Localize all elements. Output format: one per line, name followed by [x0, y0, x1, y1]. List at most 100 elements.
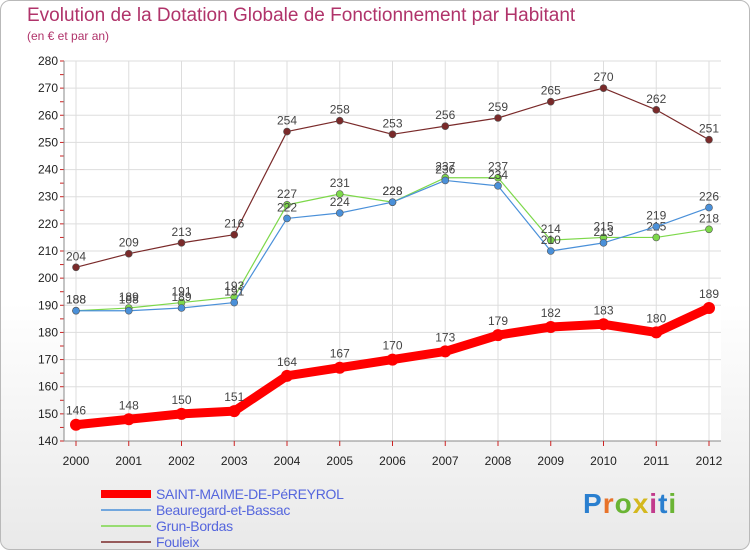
data-point [599, 84, 608, 92]
y-tick-label: 140 [38, 434, 58, 448]
y-tick-label: 210 [38, 244, 58, 258]
y-tick-label: 200 [38, 271, 58, 285]
data-label: 148 [119, 398, 139, 412]
data-point [283, 214, 291, 223]
data-point [650, 326, 663, 339]
data-label: 173 [435, 330, 455, 344]
y-tick-label: 230 [38, 190, 58, 204]
data-label: 188 [66, 293, 86, 307]
data-point [335, 190, 344, 198]
data-label: 224 [330, 195, 350, 209]
data-point [544, 321, 557, 333]
data-label: 216 [224, 217, 244, 231]
logo-letter: i [649, 488, 659, 519]
logo-letter: i [668, 488, 678, 519]
data-point [705, 135, 713, 144]
data-label: 146 [66, 404, 86, 418]
data-label: 151 [224, 390, 244, 404]
data-point [492, 329, 504, 342]
data-label: 227 [277, 187, 297, 201]
data-label: 191 [171, 285, 191, 299]
y-tick-label: 280 [38, 54, 58, 68]
logo-letter: o [614, 488, 633, 519]
data-label: 219 [646, 209, 666, 223]
data-point [230, 230, 239, 239]
data-label: 228 [382, 184, 402, 198]
data-label: 189 [699, 287, 719, 301]
x-tick-label: 2003 [221, 454, 248, 468]
data-label: 254 [277, 114, 297, 128]
chart-subtitle: (en € et par an) [27, 29, 110, 43]
y-tick-label: 190 [38, 298, 58, 312]
data-point [281, 369, 293, 382]
data-point [333, 361, 346, 374]
data-label: 179 [488, 314, 508, 328]
data-point [388, 198, 397, 206]
data-point [439, 345, 452, 358]
x-tick-label: 2000 [63, 454, 90, 468]
data-point [70, 418, 82, 431]
data-point [546, 97, 555, 106]
data-point [72, 263, 80, 272]
data-point [122, 413, 135, 426]
x-tick-label: 2008 [485, 454, 512, 468]
data-label: 265 [541, 84, 561, 98]
data-point [441, 122, 450, 130]
data-label: 270 [593, 70, 613, 84]
data-label: 214 [541, 222, 561, 236]
data-point [386, 353, 399, 366]
x-tick-label: 2007 [432, 454, 459, 468]
x-tick-label: 2011 [643, 454, 669, 468]
legend-label: Fouleix [156, 534, 199, 549]
data-point [175, 407, 188, 420]
data-point [705, 203, 713, 212]
legend-label: SAINT-MAIME-DE-PéREYROL [156, 486, 344, 502]
data-point [441, 176, 450, 185]
logo-letter: t [658, 488, 669, 519]
data-label: 256 [435, 108, 455, 122]
data-point [494, 182, 502, 190]
data-point [72, 306, 80, 315]
y-tick-label: 240 [38, 163, 58, 177]
data-label: 226 [699, 190, 719, 204]
y-tick-label: 180 [38, 325, 58, 339]
data-point [705, 225, 713, 234]
logo-letter: x [632, 488, 650, 519]
logo-letter: P [583, 488, 603, 519]
data-point [124, 306, 133, 315]
data-label: 213 [171, 225, 191, 239]
data-label: 170 [382, 339, 402, 353]
data-point [177, 239, 186, 247]
x-tick-label: 2002 [168, 454, 195, 468]
data-point [652, 233, 661, 242]
data-point [177, 304, 186, 312]
data-label: 209 [119, 236, 139, 250]
y-tick-label: 250 [38, 135, 58, 149]
data-point [703, 302, 715, 314]
legend-label: Beauregard-et-Bassac [156, 502, 290, 518]
proxiti-logo: Proxiti [583, 488, 677, 520]
y-tick-label: 270 [38, 81, 58, 95]
data-point [335, 116, 344, 125]
data-label: 259 [488, 100, 508, 114]
data-point [652, 222, 661, 231]
data-label: 237 [488, 160, 508, 174]
data-label: 189 [171, 290, 191, 304]
y-tick-label: 150 [38, 407, 58, 421]
data-label: 222 [277, 200, 297, 214]
data-point [283, 201, 291, 209]
data-label: 210 [541, 233, 561, 247]
legend-label: Grun-Bordas [156, 518, 233, 534]
data-point [335, 209, 344, 217]
data-label: 234 [488, 168, 508, 182]
x-tick-label: 2005 [326, 454, 353, 468]
data-label: 183 [593, 303, 613, 317]
x-tick-label: 2006 [379, 454, 406, 468]
data-point [230, 298, 239, 307]
data-label: 213 [593, 225, 613, 239]
data-point [494, 114, 502, 122]
data-point [494, 173, 502, 182]
data-label: 204 [66, 249, 86, 263]
